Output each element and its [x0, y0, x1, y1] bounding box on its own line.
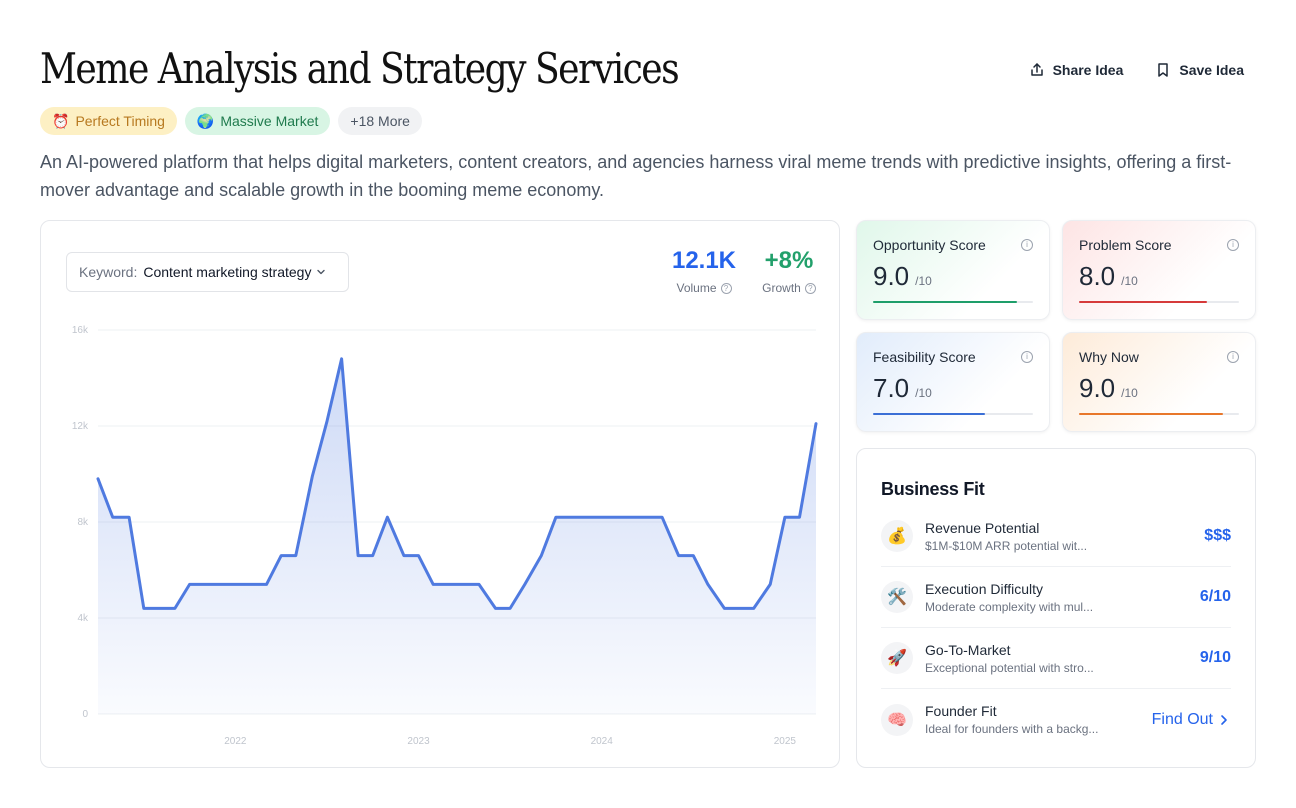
y-tick-label: 8k [77, 517, 89, 528]
volume-value: 12.1K [671, 247, 737, 274]
tag-massive-market[interactable]: 🌍 Massive Market [184, 107, 331, 135]
volume-metric: 12.1K Volume? [669, 247, 739, 295]
share-idea-button[interactable]: Share Idea [1029, 62, 1124, 78]
score-bar-fill [1079, 413, 1223, 415]
y-tick-label: 0 [82, 709, 88, 720]
x-tick-label: 2025 [774, 736, 797, 747]
fit-row-value: 6/10 [1199, 588, 1231, 605]
why-now-score-card[interactable]: Why Now i 9.0/10 [1062, 332, 1256, 432]
find-out-label: Find Out [1151, 710, 1213, 728]
score-label: Opportunity Score [873, 237, 986, 253]
tag-label: +18 More [350, 113, 410, 129]
save-idea-label: Save Idea [1179, 62, 1244, 78]
x-tick-label: 2024 [591, 736, 614, 747]
header-actions: Share Idea Save Idea [1029, 62, 1244, 78]
fit-row-revenue-potential[interactable]: 💰 Revenue Potential $1M-$10M ARR potentia… [881, 506, 1231, 567]
y-tick-label: 16k [72, 325, 89, 336]
fit-row-title: Go-To-Market [925, 641, 1011, 658]
fit-row-value: $$$ [1204, 527, 1231, 544]
info-icon[interactable]: i [1227, 239, 1239, 251]
trend-chart-card: 0 4k 8k 12k 16k 2022 2023 2024 2025 Keyword: Con… [40, 220, 840, 768]
score-label: Why Now [1079, 349, 1139, 365]
find-out-link[interactable]: Find Out [1152, 711, 1231, 729]
fit-row-desc: Moderate complexity with mul... [925, 599, 1094, 614]
score-value: 9.0 [873, 261, 910, 291]
score-bar-fill [873, 413, 985, 415]
fit-row-value: 9/10 [1199, 649, 1231, 666]
idea-description: An AI-powered platform that helps digita… [40, 152, 1232, 200]
score-bar [873, 413, 1033, 415]
tools-icon: 🛠️ [881, 581, 913, 613]
share-icon [1030, 63, 1043, 76]
page-title: Meme Analysis and Strategy Services [40, 44, 680, 93]
business-fit-card: Business Fit 💰 Revenue Potential $1M-$10M… [856, 448, 1256, 768]
fit-row-title: Founder Fit [925, 703, 997, 719]
fit-row-desc: $1M-$10M ARR potential wit... [925, 538, 1088, 553]
help-icon[interactable]: ? [804, 282, 816, 294]
tag-label: Massive Market [220, 113, 319, 129]
growth-metric: +8% Growth? [753, 247, 825, 295]
tag-perfect-timing[interactable]: ⏰ Perfect Timing [40, 107, 177, 135]
y-tick-label: 4k [77, 613, 89, 624]
chevron-down-icon [317, 269, 326, 275]
fit-row-execution-difficulty[interactable]: 🛠️ Execution Difficulty Moderate complexi… [881, 567, 1231, 628]
score-label: Feasibility Score [873, 349, 976, 365]
tag-list: ⏰ Perfect Timing 🌍 Massive Market +18 Mo… [40, 107, 422, 135]
feasibility-score-card[interactable]: Feasibility Score i 7.0/10 [856, 332, 1050, 432]
score-denominator: /10 [1121, 386, 1138, 400]
opportunity-score-card[interactable]: Opportunity Score i 9.0/10 [856, 220, 1050, 320]
fit-row-go-to-market[interactable]: 🚀 Go-To-Market Exceptional potential with… [881, 628, 1231, 689]
growth-value: +8% [764, 247, 814, 274]
money-bag-icon: 💰 [881, 520, 913, 552]
keyword-value: Content marketing strategy [143, 264, 312, 280]
keyword-label: Keyword: [79, 264, 138, 280]
alarm-clock-icon: ⏰ [52, 112, 70, 129]
score-bar [873, 301, 1033, 303]
tag-label: Perfect Timing [75, 113, 165, 129]
problem-score-card[interactable]: Problem Score i 8.0/10 [1062, 220, 1256, 320]
globe-icon: 🌍 [196, 112, 215, 129]
x-tick-label: 2022 [224, 736, 247, 747]
trend-line [96, 357, 818, 610]
info-icon[interactable]: i [1227, 351, 1239, 363]
info-icon[interactable]: i [1021, 239, 1033, 251]
fit-row-founder-fit[interactable]: 🧠 Founder Fit Ideal for founders with a b… [881, 689, 1231, 750]
score-bar [1079, 301, 1239, 303]
rocket-icon: 🚀 [881, 642, 913, 674]
trend-area [98, 358, 816, 714]
score-value: 8.0 [1079, 261, 1116, 291]
score-bar-fill [1079, 301, 1207, 303]
fit-row-desc: Exceptional potential with stro... [925, 660, 1094, 675]
y-tick-label: 12k [72, 421, 89, 432]
volume-label: Volume [676, 281, 717, 295]
score-bar-fill [873, 301, 1017, 303]
score-value: 9.0 [1079, 373, 1116, 403]
growth-label: Growth [762, 281, 801, 295]
fit-row-title: Execution Difficulty [925, 580, 1044, 597]
save-idea-button[interactable]: Save Idea [1155, 62, 1244, 78]
score-denominator: /10 [915, 386, 932, 400]
fit-row-desc: Ideal for founders with a backg... [925, 722, 1099, 736]
score-value: 7.0 [873, 373, 910, 403]
brain-icon: 🧠 [881, 703, 913, 736]
score-denominator: /10 [1121, 274, 1138, 288]
score-label: Problem Score [1079, 237, 1172, 253]
share-idea-label: Share Idea [1052, 62, 1124, 78]
bookmark-icon [1158, 63, 1169, 77]
chevron-right-icon [1221, 714, 1227, 725]
score-denominator: /10 [915, 274, 932, 288]
help-icon[interactable]: ? [720, 282, 732, 294]
keyword-select[interactable]: Keyword: Content marketing strategy [66, 252, 349, 292]
tag-more-button[interactable]: +18 More [338, 107, 422, 135]
trend-chart: 0 4k 8k 12k 16k 2022 2023 2024 2025 [72, 325, 818, 747]
score-bar [1079, 413, 1239, 415]
business-fit-title: Business Fit [881, 479, 985, 499]
x-tick-label: 2023 [407, 736, 430, 747]
info-icon[interactable]: i [1021, 351, 1033, 363]
fit-row-title: Revenue Potential [925, 519, 1040, 536]
